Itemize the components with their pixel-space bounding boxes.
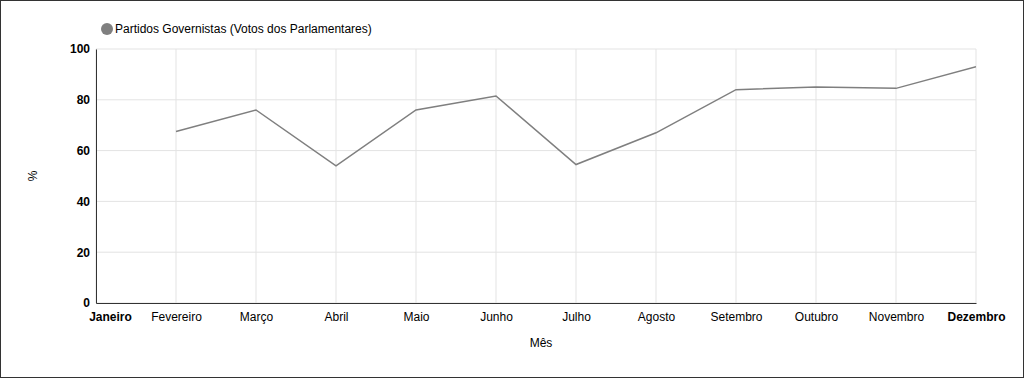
tick: Junho [480, 303, 513, 324]
tick: Novembro [869, 303, 925, 324]
tick-label: 100 [70, 42, 90, 56]
tick-label: Abril [324, 310, 348, 324]
tick: 60 [77, 144, 96, 158]
grid-line [96, 252, 976, 253]
tick: 40 [77, 195, 96, 209]
tick-label: Junho [480, 310, 513, 324]
tick-label: Janeiro [89, 310, 132, 324]
tick: Dezembro [947, 303, 1005, 324]
tick-label: 40 [77, 195, 91, 209]
grid-line [656, 49, 657, 303]
y-axis-title: % [26, 170, 40, 181]
grid-line [576, 49, 577, 303]
tick: 100 [70, 42, 96, 56]
y-axis: 0 20 40 60 80 100 [70, 42, 97, 310]
tick-label: Março [240, 310, 274, 324]
tick: 20 [77, 246, 96, 260]
tick-label: Fevereiro [151, 310, 202, 324]
tick: Agosto [638, 303, 676, 324]
grid-line [96, 99, 976, 100]
tick-label: Julho [562, 310, 591, 324]
frame [1, 1, 1024, 378]
grid-line [96, 49, 97, 303]
grid-line [496, 49, 497, 303]
tick-label: Outubro [795, 310, 839, 324]
grid-line [416, 49, 417, 303]
tick-label: 60 [77, 144, 91, 158]
tick: Julho [562, 303, 591, 324]
grid-line [96, 303, 976, 304]
tick-label: Maio [403, 310, 429, 324]
chart: 0 20 40 60 80 100 Janeiro Fevereiro Março Abril Ma… [0, 0, 1024, 378]
grid-line [336, 49, 337, 303]
tick-label: 80 [77, 93, 91, 107]
tick: Fevereiro [151, 303, 202, 324]
grid-line [256, 49, 257, 303]
grid-line [976, 49, 977, 303]
tick: Abril [324, 303, 348, 324]
tick-label: Setembro [710, 310, 762, 324]
grid-line [896, 49, 897, 303]
x-axis: Janeiro Fevereiro Março Abril Maio Junho Julho… [89, 303, 1005, 324]
tick-label: 0 [83, 296, 90, 310]
tick: 0 [83, 296, 96, 310]
plot-area [176, 67, 976, 166]
tick: Março [240, 303, 274, 324]
grid-line [176, 49, 177, 303]
tick-label: Agosto [638, 310, 676, 324]
grid-line [96, 201, 976, 202]
line [176, 67, 976, 166]
axis-line [96, 50, 97, 304]
axis-line [97, 303, 977, 304]
legend-symbol [101, 23, 113, 35]
grid [96, 49, 976, 303]
legend-item: Partidos Governistas (Votos dos Parlamen… [101, 22, 372, 36]
tick-label: Novembro [869, 310, 925, 324]
grid-line [96, 49, 976, 50]
grid-line [736, 49, 737, 303]
legend: Partidos Governistas (Votos dos Parlamen… [101, 22, 372, 36]
legend-label: Partidos Governistas (Votos dos Parlamen… [115, 22, 372, 36]
x-axis-title: Mês [530, 336, 553, 350]
tick: Janeiro [89, 303, 132, 324]
tick: Outubro [795, 303, 839, 324]
tick: 80 [77, 93, 96, 107]
tick-label: 20 [77, 246, 91, 260]
tick: Maio [403, 303, 429, 324]
tick-label: Dezembro [947, 310, 1005, 324]
grid-line [96, 150, 976, 151]
tick: Setembro [710, 303, 762, 324]
